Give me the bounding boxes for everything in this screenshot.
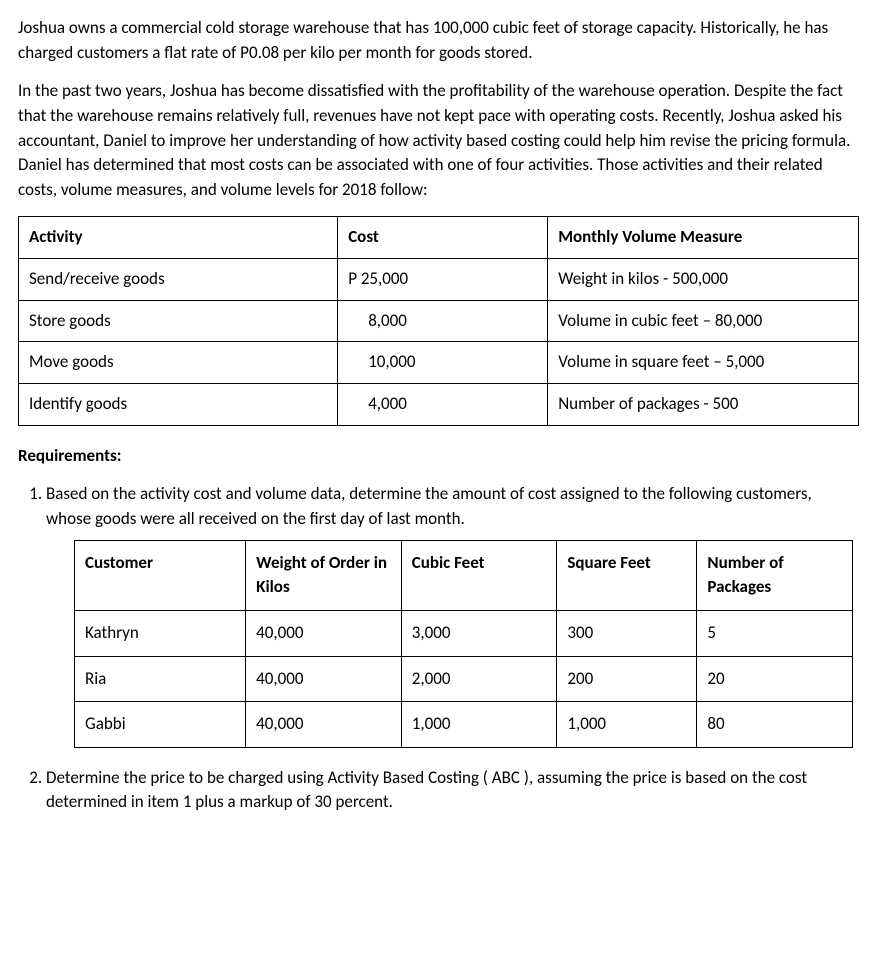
cell-cubic: 3,000: [401, 610, 557, 656]
cell-cost: P 25,000: [338, 259, 548, 301]
table-row: Kathryn 40,000 3,000 300 5: [75, 610, 853, 656]
cell-volume: Weight in kilos - 500,000: [548, 259, 859, 301]
cell-weight: 40,000: [246, 702, 402, 748]
table-row: Send/receive goods P 25,000 Weight in ki…: [19, 259, 859, 301]
col-cost: Cost: [338, 217, 548, 259]
table-header-row: Activity Cost Monthly Volume Measure: [19, 217, 859, 259]
cell-square: 200: [557, 656, 697, 702]
cell-packages: 20: [697, 656, 853, 702]
cell-square: 1,000: [557, 702, 697, 748]
cell-cubic: 2,000: [401, 656, 557, 702]
cell-activity: Send/receive goods: [19, 259, 338, 301]
col-cubic: Cubic Feet: [401, 540, 557, 610]
col-packages: Number of Packages: [697, 540, 853, 610]
intro-paragraph-2: In the past two years, Joshua has become…: [18, 79, 859, 202]
intro-paragraph-1: Joshua owns a commercial cold storage wa…: [18, 16, 859, 65]
col-activity: Activity: [19, 217, 338, 259]
cell-weight: 40,000: [246, 656, 402, 702]
requirement-item-2: Determine the price to be charged using …: [46, 766, 859, 815]
cell-packages: 5: [697, 610, 853, 656]
col-volume: Monthly Volume Measure: [548, 217, 859, 259]
cell-customer: Gabbi: [75, 702, 246, 748]
cell-weight: 40,000: [246, 610, 402, 656]
cell-cost: 8,000: [338, 300, 548, 342]
cell-volume: Number of packages - 500: [548, 384, 859, 426]
table-row: Ria 40,000 2,000 200 20: [75, 656, 853, 702]
cell-activity: Store goods: [19, 300, 338, 342]
table-row: Identify goods 4,000 Number of packages …: [19, 384, 859, 426]
table-row: Store goods 8,000 Volume in cubic feet –…: [19, 300, 859, 342]
cell-volume: Volume in square feet – 5,000: [548, 342, 859, 384]
cell-cubic: 1,000: [401, 702, 557, 748]
cell-volume: Volume in cubic feet – 80,000: [548, 300, 859, 342]
col-square: Square Feet: [557, 540, 697, 610]
requirement-1-text: Based on the activity cost and volume da…: [46, 483, 812, 529]
cell-customer: Kathryn: [75, 610, 246, 656]
cell-customer: Ria: [75, 656, 246, 702]
requirements-list: Based on the activity cost and volume da…: [18, 482, 859, 815]
col-customer: Customer: [75, 540, 246, 610]
cell-cost: 4,000: [338, 384, 548, 426]
cell-activity: Move goods: [19, 342, 338, 384]
requirements-heading: Requirements:: [18, 444, 859, 469]
cell-square: 300: [557, 610, 697, 656]
customer-table: Customer Weight of Order in Kilos Cubic …: [74, 540, 853, 748]
requirement-item-1: Based on the activity cost and volume da…: [46, 482, 859, 747]
cell-packages: 80: [697, 702, 853, 748]
requirement-2-text: Determine the price to be charged using …: [46, 767, 807, 813]
table-header-row: Customer Weight of Order in Kilos Cubic …: [75, 540, 853, 610]
cell-activity: Identify goods: [19, 384, 338, 426]
cell-cost: 10,000: [338, 342, 548, 384]
table-row: Gabbi 40,000 1,000 1,000 80: [75, 702, 853, 748]
table-row: Move goods 10,000 Volume in square feet …: [19, 342, 859, 384]
col-weight: Weight of Order in Kilos: [246, 540, 402, 610]
activity-table: Activity Cost Monthly Volume Measure Sen…: [18, 216, 859, 425]
